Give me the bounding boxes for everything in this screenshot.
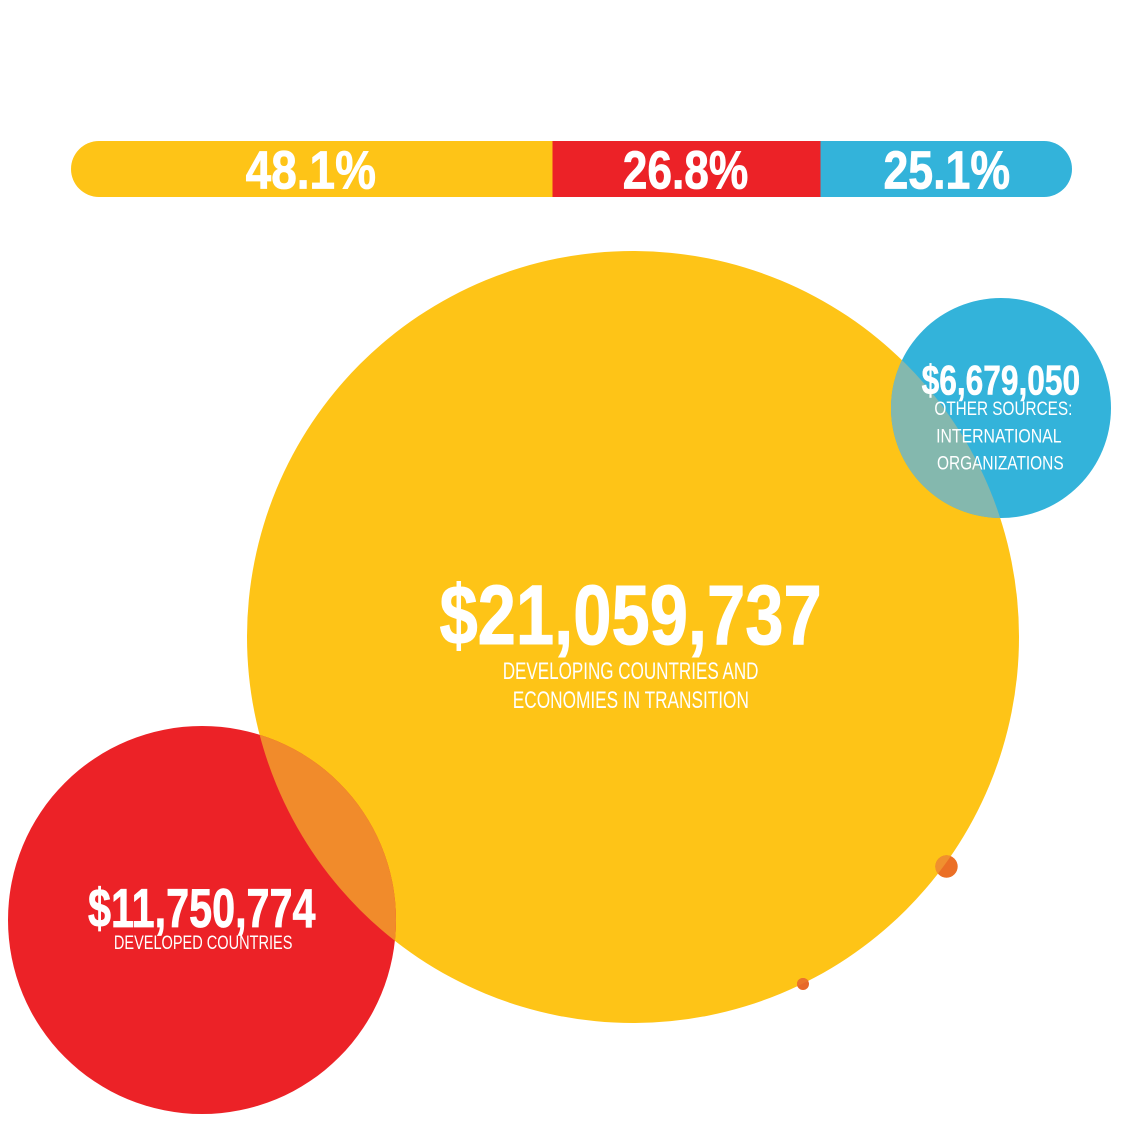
svg-text:48.1%: 48.1% bbox=[246, 141, 376, 201]
svg-text:ECONOMIES IN TRANSITION: ECONOMIES IN TRANSITION bbox=[513, 687, 749, 714]
svg-text:25.1%: 25.1% bbox=[883, 141, 1010, 201]
svg-text:26.8%: 26.8% bbox=[623, 141, 749, 201]
svg-text:ORGANIZATIONS: ORGANIZATIONS bbox=[937, 453, 1064, 474]
svg-text:$21,059,737: $21,059,737 bbox=[439, 568, 821, 662]
svg-text:$11,750,774: $11,750,774 bbox=[88, 877, 316, 939]
svg-text:$6,679,050: $6,679,050 bbox=[922, 357, 1081, 404]
svg-text:INTERNATIONAL: INTERNATIONAL bbox=[936, 426, 1062, 447]
svg-text:OTHER SOURCES:: OTHER SOURCES: bbox=[934, 399, 1072, 420]
svg-text:DEVELOPED COUNTRIES: DEVELOPED COUNTRIES bbox=[114, 932, 293, 954]
svg-text:DEVELOPING COUNTRIES AND: DEVELOPING COUNTRIES AND bbox=[503, 658, 759, 685]
